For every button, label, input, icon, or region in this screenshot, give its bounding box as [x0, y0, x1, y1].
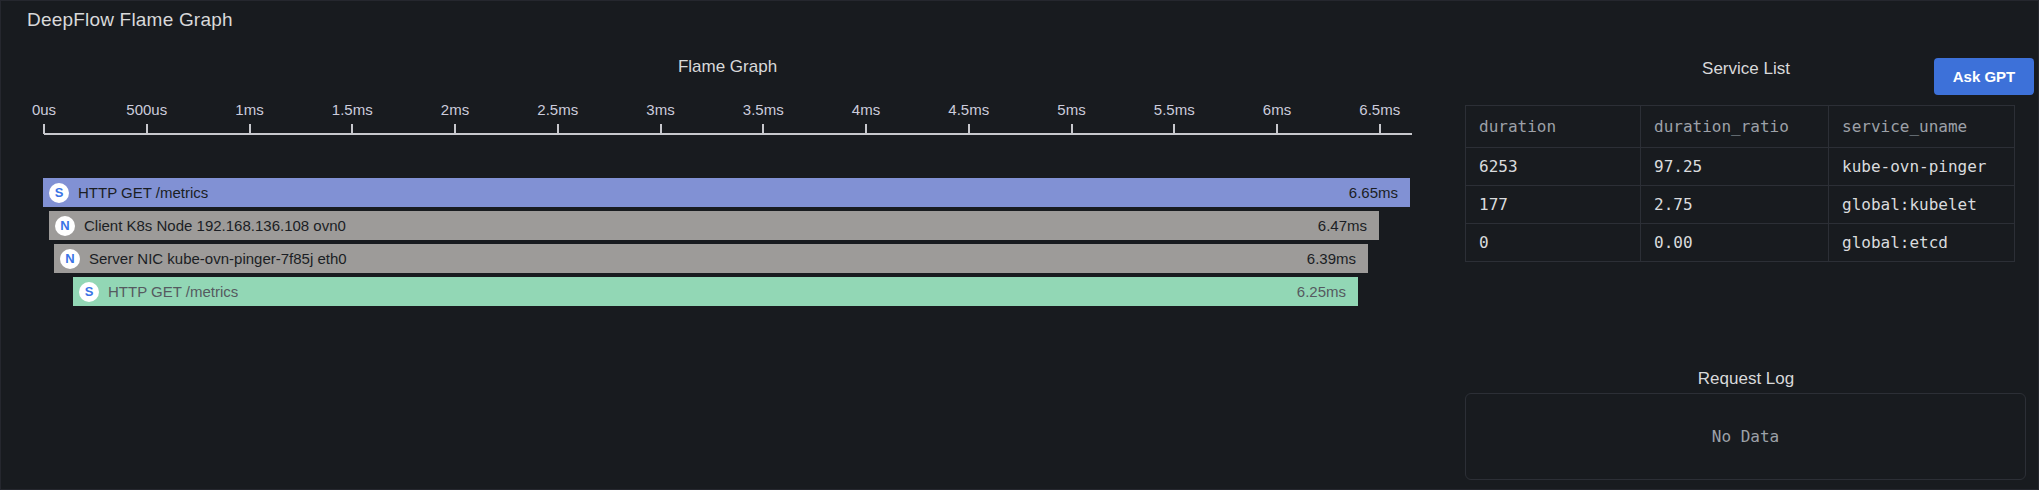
axis-tick-label: 3ms: [646, 101, 674, 118]
request-log-empty-box: No Data: [1465, 393, 2026, 480]
deepflow-panel: { "panel": { "title": "DeepFlow Flame Gr…: [0, 0, 2039, 490]
flame-bar[interactable]: S HTTP GET /metrics 6.25ms: [73, 277, 1358, 306]
span-type-n-icon: N: [60, 249, 80, 269]
ask-gpt-button[interactable]: Ask GPT: [1934, 58, 2034, 95]
flame-bar-duration: 6.25ms: [1297, 283, 1358, 300]
flame-bar-label: Server NIC kube-ovn-pinger-7f85j eth0: [89, 250, 347, 267]
table-row[interactable]: 1772.75global:kubelet: [1466, 186, 2015, 224]
axis-tick-label: 3.5ms: [743, 101, 784, 118]
axis-tick-label: 5ms: [1057, 101, 1085, 118]
no-data-label: No Data: [1712, 427, 1779, 446]
table-cell: 0.00: [1641, 224, 1829, 262]
axis-tick-label: 500us: [126, 101, 167, 118]
flame-bar[interactable]: N Server NIC kube-ovn-pinger-7f85j eth0 6.…: [54, 244, 1368, 273]
span-type-s-icon: S: [79, 282, 99, 302]
table-cell: 97.25: [1641, 148, 1829, 186]
axis-tick-label: 6.5ms: [1359, 101, 1400, 118]
table-cell: 2.75: [1641, 186, 1829, 224]
table-cell: 0: [1466, 224, 1641, 262]
axis-tick-label: 4.5ms: [948, 101, 989, 118]
flame-graph-title: Flame Graph: [44, 57, 1411, 77]
request-log-title: Request Log: [1465, 369, 2027, 389]
table-row[interactable]: 625397.25kube-ovn-pinger: [1466, 148, 2015, 186]
flame-bar-label: HTTP GET /metrics: [108, 283, 238, 300]
axis-tick-label: 1ms: [235, 101, 263, 118]
table-cell: global:etcd: [1829, 224, 2015, 262]
axis-tick-label: 2.5ms: [537, 101, 578, 118]
flame-bar[interactable]: N Client K8s Node 192.168.136.108 ovn0 6.4…: [49, 211, 1379, 240]
table-column-header: duration_ratio: [1641, 106, 1829, 148]
table-column-header: duration: [1466, 106, 1641, 148]
table-column-header: service_uname: [1829, 106, 2015, 148]
axis-tick-label: 6ms: [1263, 101, 1291, 118]
panel-title: DeepFlow Flame Graph: [27, 9, 233, 31]
table-cell: kube-ovn-pinger: [1829, 148, 2015, 186]
flame-bar[interactable]: S HTTP GET /metrics 6.65ms: [43, 178, 1410, 207]
table-row[interactable]: 00.00global:etcd: [1466, 224, 2015, 262]
service-list-table: durationduration_ratioservice_uname 6253…: [1465, 105, 2015, 262]
span-type-n-icon: N: [55, 216, 75, 236]
table-header-row: durationduration_ratioservice_uname: [1466, 106, 2015, 148]
axis-tick-label: 1.5ms: [332, 101, 373, 118]
table-cell: 177: [1466, 186, 1641, 224]
flame-bar-duration: 6.47ms: [1318, 217, 1379, 234]
axis-tick-label: 4ms: [852, 101, 880, 118]
flame-bar-label: Client K8s Node 192.168.136.108 ovn0: [84, 217, 346, 234]
flame-bar-duration: 6.39ms: [1307, 250, 1368, 267]
span-type-s-icon: S: [49, 183, 69, 203]
table-cell: global:kubelet: [1829, 186, 2015, 224]
flame-bar-label: HTTP GET /metrics: [78, 184, 208, 201]
axis-baseline: [44, 133, 1412, 135]
flame-bar-duration: 6.65ms: [1349, 184, 1410, 201]
axis-tick-label: 0us: [32, 101, 56, 118]
table-cell: 6253: [1466, 148, 1641, 186]
axis-tick-label: 5.5ms: [1154, 101, 1195, 118]
axis-tick-label: 2ms: [441, 101, 469, 118]
